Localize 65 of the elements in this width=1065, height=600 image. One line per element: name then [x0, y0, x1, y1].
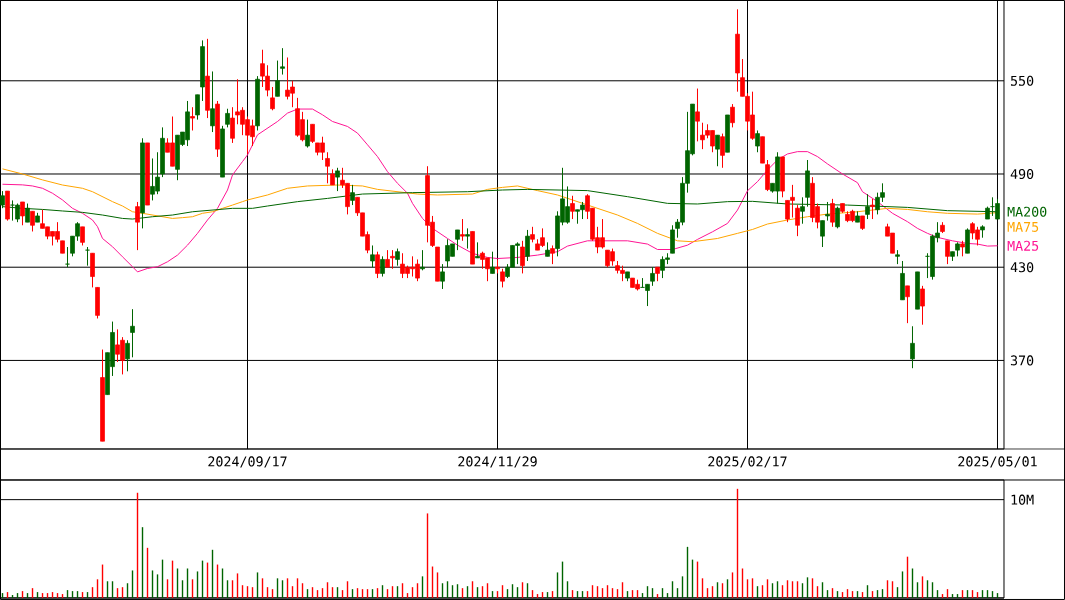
- candlestick: [650, 266, 655, 287]
- candlestick: [490, 251, 495, 274]
- candlestick: [335, 167, 340, 192]
- candlestick: [20, 201, 25, 226]
- candlestick: [670, 224, 675, 254]
- candlestick: [720, 133, 725, 169]
- candlestick: [380, 255, 385, 278]
- candlestick: [305, 119, 310, 149]
- candlestick: [230, 106, 235, 144]
- candlestick: [190, 106, 195, 131]
- candlestick: [715, 134, 720, 167]
- candlestick: [820, 220, 825, 248]
- candlestick: [30, 210, 35, 232]
- candlestick: [645, 283, 650, 307]
- x-tick-label: 2025/05/01: [958, 456, 1037, 468]
- candlestick: [520, 240, 525, 274]
- candlestick: [275, 60, 280, 97]
- y-tick-label: 370: [1010, 355, 1034, 366]
- candlestick: [905, 285, 910, 324]
- candlestick: [455, 229, 460, 251]
- y-tick-label: 550: [1010, 75, 1034, 86]
- candlestick: [65, 246, 70, 268]
- candlestick: [525, 229, 530, 262]
- candlestick: [920, 285, 925, 326]
- candlestick: [270, 86, 275, 111]
- candlestick: [500, 268, 505, 288]
- candlestick: [965, 227, 970, 254]
- series-label: MA25: [1007, 240, 1039, 251]
- candlestick: [870, 198, 875, 220]
- candlestick: [910, 325, 915, 369]
- candlestick: [440, 263, 445, 290]
- candlestick: [460, 218, 465, 242]
- candlestick: [550, 244, 555, 265]
- candlestick: [325, 151, 330, 184]
- y-tick-label: 430: [1010, 262, 1034, 273]
- x-tick-label: 2025/02/17: [708, 456, 787, 468]
- candlestick: [370, 244, 375, 268]
- candlestick: [465, 227, 470, 250]
- series-label: MA200: [1007, 206, 1047, 217]
- candlestick: [795, 204, 800, 237]
- candlestick: [945, 240, 950, 265]
- candlestick: [570, 195, 575, 220]
- y-tick-label: 490: [1010, 168, 1034, 180]
- candlestick: [420, 249, 425, 271]
- candlestick: [210, 70, 215, 133]
- candlestick: [135, 201, 140, 251]
- series-label: MA75: [1007, 222, 1039, 232]
- candlestick: [125, 339, 130, 372]
- candlestick: [375, 251, 380, 279]
- candlestick: [390, 249, 395, 270]
- candlestick: [695, 88, 700, 142]
- candlestick: [310, 123, 315, 144]
- candlestick: [85, 246, 90, 267]
- candlestick: [195, 94, 200, 121]
- candlestick: [80, 226, 85, 246]
- candlestick: [830, 198, 835, 228]
- x-tick-label: 2024/09/17: [208, 456, 287, 468]
- x-tick-label: 2024/11/29: [458, 456, 537, 468]
- candlestick: [225, 108, 230, 128]
- y-tick-label: 10M: [1011, 494, 1034, 505]
- candlestick: [280, 47, 285, 76]
- candlestick: [90, 252, 95, 288]
- candlestick: [730, 103, 735, 128]
- candlestick: [130, 308, 135, 358]
- candlestick: [755, 130, 760, 153]
